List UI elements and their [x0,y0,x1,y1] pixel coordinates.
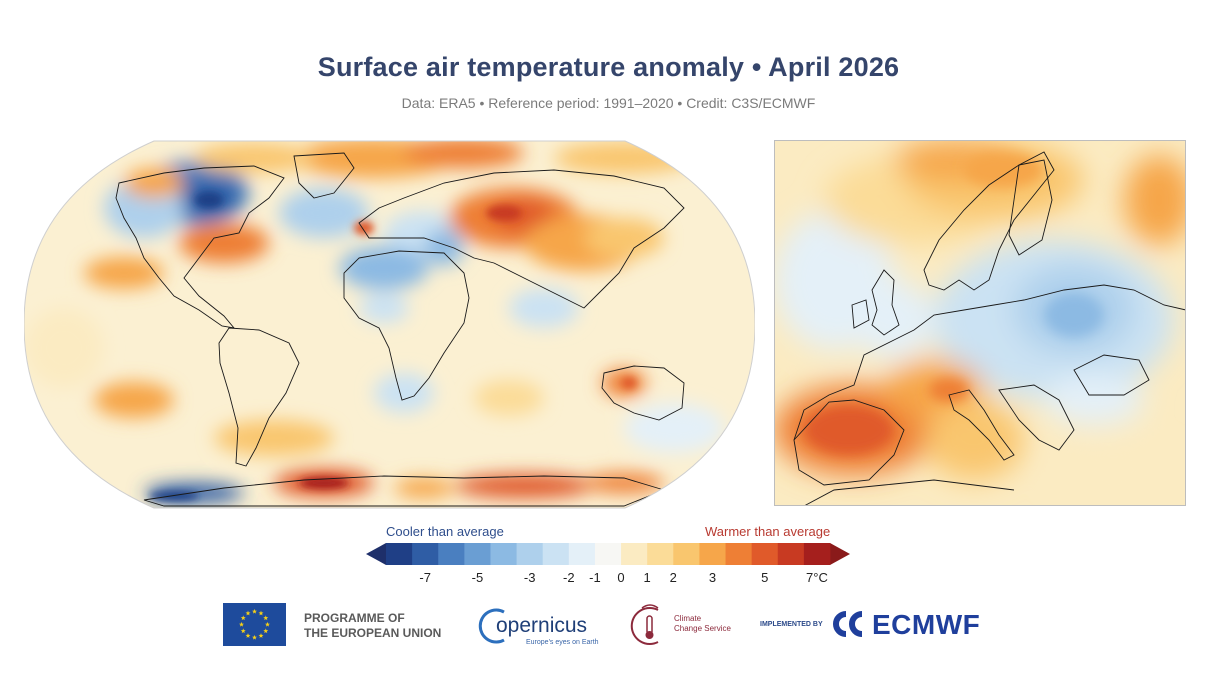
black-sea-outline [1073,354,1150,396]
europe-anomaly-map [774,140,1186,506]
copernicus-tagline: Europe's eyes on Earth [526,639,599,646]
colorbar-swatch [777,543,805,565]
c3s-logo-icon [630,604,659,645]
eu-star-icon [240,615,246,621]
page-subtitle: Data: ERA5 • Reference period: 1991–2020… [401,95,816,111]
colorbar-ticks: -7 -5 -3 -2 -1 0 1 2 3 5 7°C [0,570,1217,588]
colorbar-tick-label: -2 [563,570,575,585]
scandinavia-outline [923,151,1055,291]
colorbar-tick-label: 3 [708,570,717,585]
ecmwf-logo-icon [833,611,863,637]
colorbar-tick-label: -5 [471,570,484,585]
copernicus-wordmark: opernicus [496,614,588,637]
continent-outline [793,284,1186,441]
north-america-outline [115,165,285,329]
australia-outline [601,365,685,421]
colorbar-tick-label: 1 [643,570,651,585]
colorbar-swatch [673,543,700,565]
legend-warm-label: Warmer than average [705,524,831,539]
eu-star-icon [263,628,269,634]
eu-star-icon [263,615,269,621]
colorbar-swatch [516,543,544,565]
colorbar-arrow-low [366,543,386,565]
eu-star-icon [258,610,264,616]
legend-cool-label: Cooler than average [386,524,504,539]
colorbar-arrow-high [830,543,850,565]
colorbar-swatch [464,543,491,565]
antarctica-outline [143,475,666,507]
world-anomaly-map [24,140,755,509]
eu-star-icon [252,634,257,640]
eu-programme-text: PROGRAMME OF THE EUROPEAN UNION [304,611,442,640]
colorbar-tick-label: -1 [589,570,601,585]
colorbar-swatch [699,543,726,565]
italy-outline [948,389,1015,461]
colorbar-tick-label: 5 [761,570,769,585]
iberia-outline [793,399,905,486]
footer-logos: PROGRAMME OF THE EUROPEAN UNION opernicu… [0,600,1217,652]
eu-star-icon [239,621,244,627]
eu-star-icon [252,608,257,614]
page-title: Surface air temperature anomaly • April … [317,52,900,82]
finland-outline [1008,159,1053,256]
colorbar-swatch [412,543,439,565]
eu-flag-icon [223,603,286,646]
africa-outline [343,250,470,401]
colorbar-swatch [594,543,622,565]
british-isles-outline [871,269,900,336]
colorbar-swatch [621,543,648,565]
eu-star-icon [240,628,246,634]
balkans-outline [998,384,1075,451]
ireland-outline [851,299,870,329]
colorbar-swatch [438,543,465,565]
temperature-colorbar [366,543,850,565]
copernicus-logo-icon [478,608,505,644]
eurasia-outline [358,169,685,309]
colorbar-swatch [751,543,779,565]
colorbar-swatch [803,543,831,565]
eu-star-icon [245,633,251,638]
south-america-outline [218,327,300,467]
colorbar-swatch [725,543,753,565]
colorbar-swatch [568,543,596,565]
eu-star-icon [245,610,251,616]
colorbar-tick-label: -7 [419,570,431,585]
colorbar-tick-label: 7°C [806,570,828,585]
colorbar-swatch [386,543,413,565]
greenland-outline [293,152,355,199]
eu-star-icon [258,633,264,638]
north-africa-coast [803,479,1015,506]
ecmwf-wordmark: ECMWF [872,609,981,640]
c3s-text: Climate Change Service [674,614,731,633]
colorbar-swatch [542,543,570,565]
colorbar-swatch [647,543,674,565]
implemented-by-label: IMPLEMENTED BY [760,621,823,628]
colorbar-tick-label: 2 [669,570,677,585]
colorbar-tick-label: -3 [523,570,536,585]
eu-star-icon [265,621,270,627]
colorbar-tick-label: 0 [617,570,625,585]
colorbar-swatch [490,543,517,565]
